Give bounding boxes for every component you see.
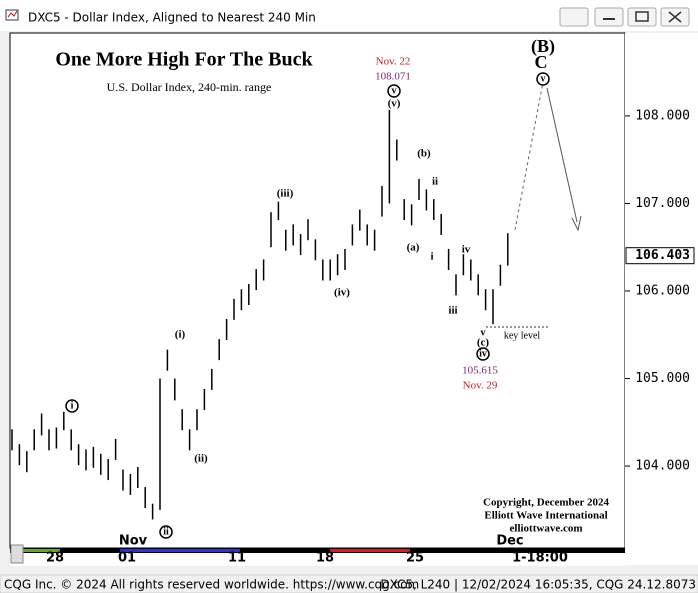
annotation: v bbox=[481, 327, 486, 338]
maximize-icon bbox=[635, 11, 649, 22]
annotation: (i) bbox=[175, 329, 186, 341]
link-button[interactable] bbox=[559, 7, 589, 27]
status-left: CQG Inc. © 2024 All rights reserved worl… bbox=[4, 578, 419, 592]
annotation: (iv) bbox=[334, 287, 350, 299]
annotation: Copyright, December 2024 bbox=[483, 497, 609, 509]
annotation: iii bbox=[448, 305, 457, 317]
annotation: i bbox=[430, 251, 433, 263]
y-tick-label: 104.000 bbox=[635, 459, 690, 474]
x-axis-label: 1-18:00 bbox=[512, 551, 568, 566]
plot-area bbox=[9, 32, 626, 549]
wave-circle bbox=[65, 399, 79, 413]
annotation: v bbox=[541, 73, 546, 84]
maximize-button[interactable] bbox=[627, 7, 657, 27]
annotation: (b) bbox=[417, 148, 431, 160]
x-axis-label: 25 bbox=[406, 551, 424, 566]
scroll-handle[interactable] bbox=[10, 544, 24, 564]
annotation: 108.071 bbox=[375, 71, 411, 83]
y-tick-label: 105.000 bbox=[635, 371, 690, 386]
session-bar bbox=[330, 549, 410, 552]
wave-circle bbox=[159, 525, 173, 539]
annotation: (iii) bbox=[277, 188, 294, 200]
time-axis bbox=[10, 553, 625, 566]
x-axis-label: 28 bbox=[46, 551, 64, 566]
annotation: key level bbox=[504, 330, 541, 341]
annotation: C bbox=[535, 52, 548, 72]
annotation: i bbox=[71, 400, 74, 411]
time-axis-band bbox=[10, 548, 625, 553]
price-axis bbox=[625, 33, 698, 565]
y-tick-label: 108.000 bbox=[635, 108, 690, 123]
session-bar bbox=[20, 549, 60, 552]
close-icon bbox=[668, 11, 682, 23]
last-price-box bbox=[625, 247, 695, 265]
x-axis-label: 18 bbox=[316, 551, 334, 566]
wave-circle bbox=[536, 72, 550, 86]
session-bar bbox=[120, 549, 240, 552]
annotation: (ii) bbox=[194, 453, 208, 465]
window-title: DXC5 - Dollar Index, Aligned to Nearest … bbox=[28, 11, 316, 25]
minimize-button[interactable] bbox=[594, 7, 624, 27]
annotation: Nov. 22 bbox=[376, 56, 411, 68]
last-price-label: 106.403 bbox=[635, 248, 690, 263]
projection-line bbox=[514, 81, 544, 231]
x-axis-label: 01 bbox=[118, 551, 136, 566]
annotation: v bbox=[392, 85, 397, 96]
chart-subtitle: U.S. Dollar Index, 240-min. range bbox=[107, 80, 272, 94]
annotation: (v) bbox=[388, 98, 401, 110]
annotation: (B) bbox=[531, 36, 555, 57]
projection-arrow bbox=[546, 87, 578, 223]
x-axis-label: 11 bbox=[228, 551, 246, 566]
annotation: ii bbox=[163, 526, 169, 537]
y-tick-label: 107.000 bbox=[635, 196, 690, 211]
arrow-head bbox=[571, 215, 582, 232]
wave-circle bbox=[476, 347, 490, 361]
annotation: (a) bbox=[407, 242, 420, 254]
annotation: iv bbox=[479, 348, 487, 359]
app-icon-line bbox=[7, 10, 18, 18]
annotation: iv bbox=[462, 244, 471, 256]
app-icon bbox=[5, 9, 19, 21]
annotation: Elliott Wave International bbox=[484, 510, 607, 522]
annotation: (c) bbox=[477, 337, 490, 349]
chart-title: One More High For The Buck bbox=[55, 49, 313, 71]
wave-circle bbox=[387, 84, 401, 98]
status-right: DXC5, L240 | 12/02/2024 16:05:35, CQG 24… bbox=[380, 578, 696, 592]
status-bar bbox=[0, 574, 698, 593]
x-axis-label: Dec bbox=[496, 534, 523, 549]
annotation: ii bbox=[432, 176, 438, 188]
annotation: 105.615 bbox=[462, 365, 498, 377]
annotation: Nov. 29 bbox=[463, 380, 498, 392]
x-axis-label: Nov bbox=[119, 534, 148, 549]
y-tick-label: 106.000 bbox=[635, 283, 690, 298]
annotation: elliottwave.com bbox=[510, 523, 583, 535]
